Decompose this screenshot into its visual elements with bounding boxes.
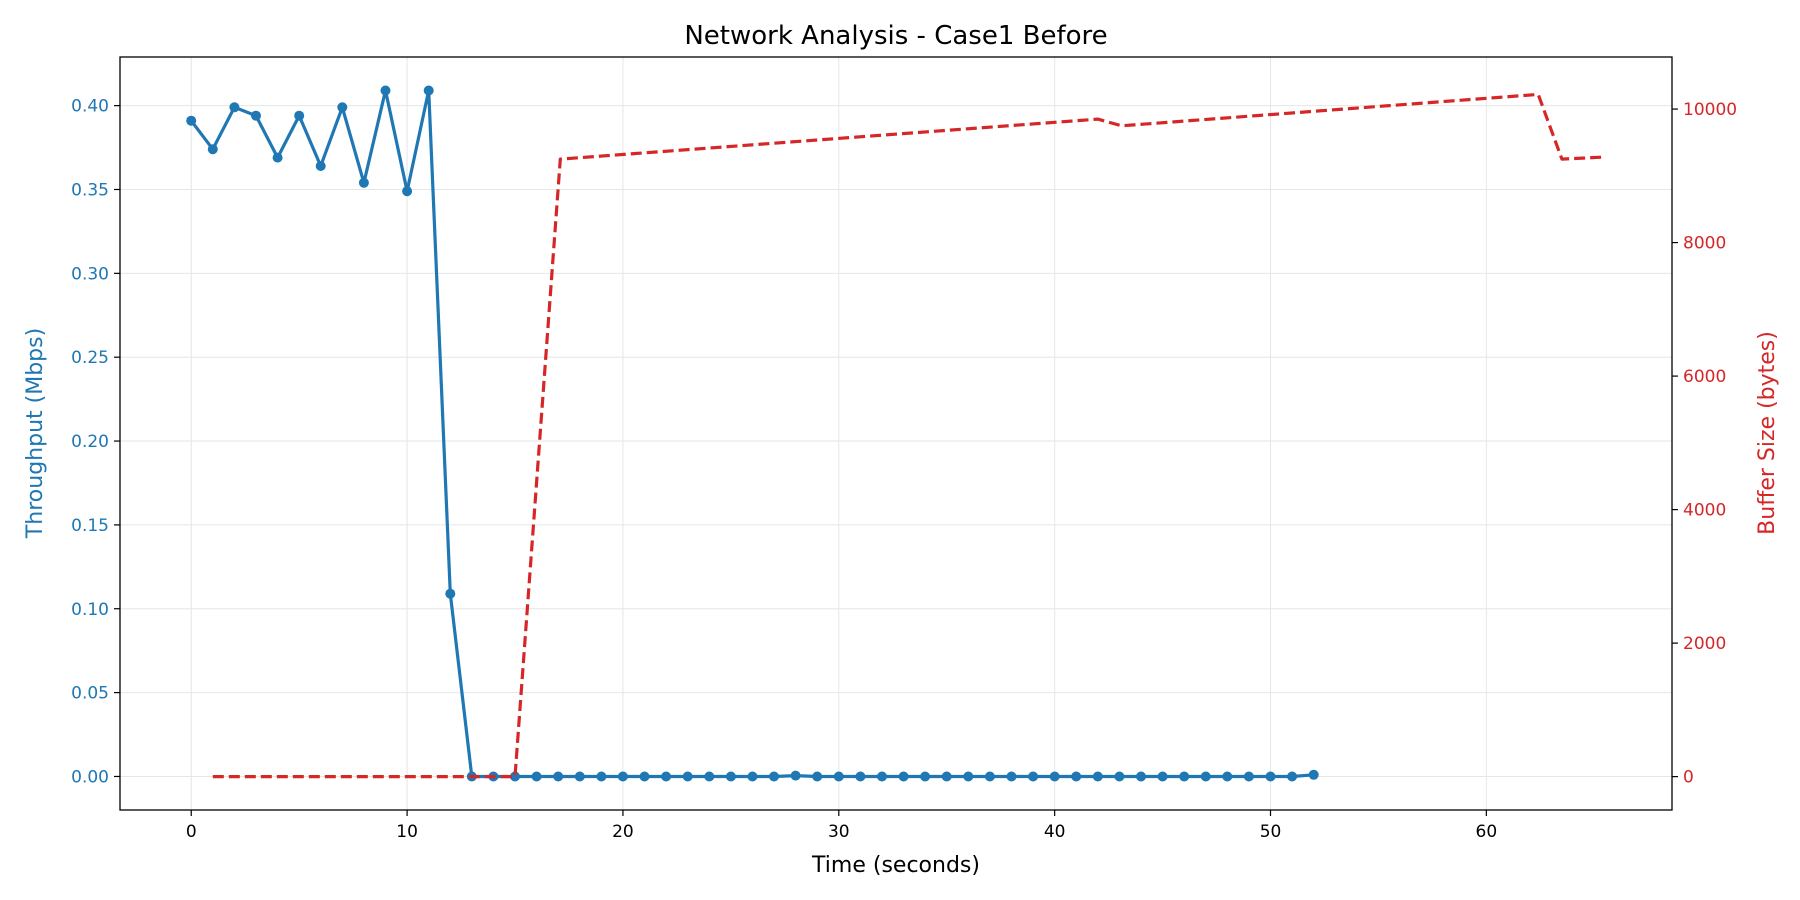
y-left-tick-label: 0.35 [71, 180, 109, 200]
buffer-size-line [212, 92, 1603, 779]
throughput-point [682, 771, 693, 782]
throughput-point [898, 771, 909, 782]
throughput-point [186, 115, 197, 126]
throughput-point [812, 771, 823, 782]
throughput-point [1028, 771, 1039, 782]
throughput-point [877, 771, 887, 782]
axes: 0 10 20 30 40 50 60 0.00 0.05 0.10 0.15 0.20 0.25 0.3… [71, 97, 1737, 842]
throughput-point [833, 771, 844, 782]
throughput-point [725, 771, 736, 782]
throughput-point [790, 770, 801, 781]
throughput-point [661, 771, 672, 782]
x-axis-title: Time (seconds) [811, 853, 980, 878]
throughput-point [315, 161, 326, 171]
chart-title: Network Analysis - Case1 Before [684, 21, 1107, 51]
x-tick-label: 60 [1476, 822, 1498, 842]
throughput-point [251, 110, 261, 121]
y-left-tick-label: 0.25 [71, 348, 109, 368]
y-right-tick-label: 10000 [1683, 100, 1737, 120]
throughput-point [445, 588, 456, 599]
throughput-point [423, 85, 434, 96]
x-tick-label: 0 [186, 822, 197, 842]
y-left-tick-label: 0.20 [71, 432, 109, 452]
x-tick-label: 10 [396, 822, 418, 842]
y-right-axis-title: Buffer Size (bytes) [1755, 331, 1780, 535]
throughput-point [229, 102, 240, 113]
y-right-tick-label: 6000 [1683, 367, 1726, 387]
throughput-point [1006, 771, 1017, 782]
throughput-point [1157, 771, 1168, 782]
throughput-point [984, 771, 995, 782]
x-tick-label: 20 [612, 822, 634, 842]
throughput-point [337, 102, 348, 113]
throughput-point [1287, 771, 1298, 782]
throughput-point [1179, 771, 1190, 782]
y-right-tick-label: 0 [1683, 768, 1694, 788]
y-left-tick-label: 0.00 [71, 767, 109, 787]
y-left-tick-label: 0.30 [71, 264, 109, 284]
throughput-point [1092, 771, 1103, 782]
series [186, 85, 1603, 782]
throughput-point [380, 85, 391, 96]
throughput-point [1071, 771, 1082, 782]
throughput-point [639, 771, 650, 782]
throughput-point [920, 771, 931, 782]
throughput-point [574, 771, 585, 782]
throughput-point [704, 771, 715, 782]
throughput-point [1265, 771, 1276, 782]
throughput-point [1114, 771, 1125, 782]
plot-frame [119, 56, 1673, 811]
y-right-tick-label: 2000 [1683, 634, 1726, 654]
y-left-axis-title: Throughput (Mbps) [23, 328, 48, 539]
grid [120, 57, 1672, 810]
throughput-point [769, 771, 779, 782]
throughput-point [941, 771, 952, 782]
x-tick-label: 40 [1044, 822, 1066, 842]
throughput-point [358, 177, 369, 188]
throughput-point [1049, 771, 1060, 782]
throughput-point [1243, 771, 1254, 782]
throughput-point [1222, 771, 1233, 782]
throughput-point [855, 771, 866, 782]
y-left-tick-label: 0.10 [71, 600, 109, 620]
x-tick-label: 30 [828, 822, 850, 842]
throughput-point [510, 771, 520, 782]
throughput-point [402, 186, 413, 197]
throughput-point [1136, 771, 1146, 782]
throughput-point [617, 771, 628, 782]
throughput-point [963, 771, 974, 782]
throughput-point [747, 771, 758, 782]
y-left-tick-label: 0.15 [71, 516, 109, 536]
throughput-point [1308, 769, 1319, 780]
throughput-point [207, 144, 218, 155]
throughput-point [596, 771, 607, 782]
throughput-point [294, 110, 305, 121]
throughput-point [1200, 771, 1211, 782]
y-left-tick-label: 0.05 [71, 684, 109, 704]
x-tick-label: 50 [1260, 822, 1282, 842]
y-right-tick-label: 4000 [1683, 501, 1726, 521]
throughput-point [531, 771, 542, 782]
throughput-point [272, 152, 283, 163]
throughput-point [553, 771, 564, 782]
y-left-tick-label: 0.40 [71, 97, 109, 117]
y-right-tick-label: 8000 [1683, 234, 1726, 254]
